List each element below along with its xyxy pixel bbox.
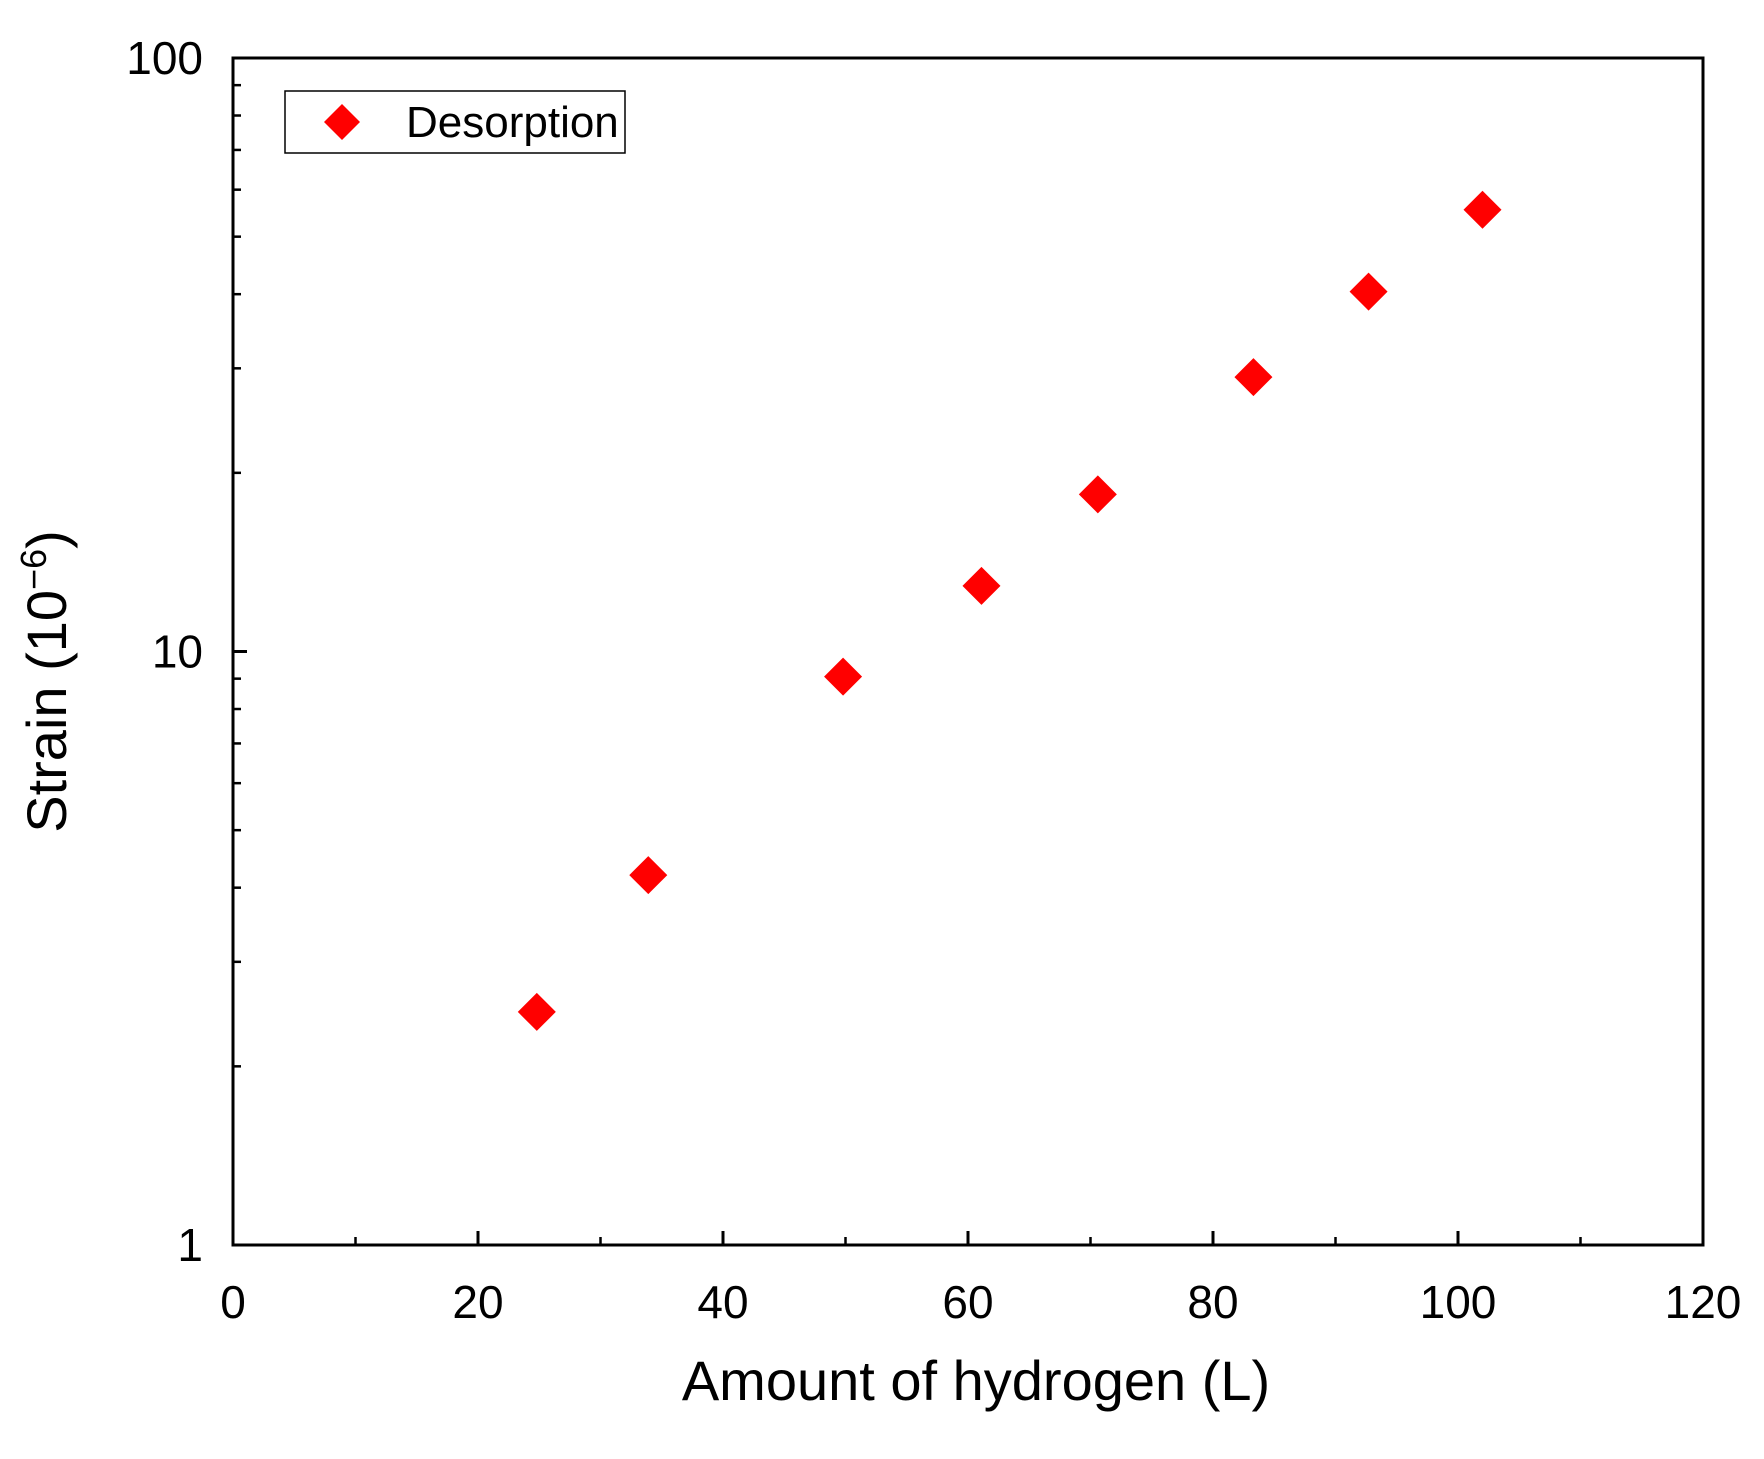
legend-label-desorption: Desorption <box>406 98 619 147</box>
x-tick-labels: 0 20 40 60 80 100 120 <box>220 1276 1741 1328</box>
data-point <box>1234 358 1273 397</box>
x-tick-label: 100 <box>1420 1276 1497 1328</box>
y-tick-label: 10 <box>152 626 203 678</box>
data-point <box>517 992 556 1031</box>
legend: Desorption <box>284 90 626 154</box>
x-tick-label: 60 <box>942 1276 993 1328</box>
x-axis-title: Amount of hydrogen (L) <box>682 1349 1270 1412</box>
data-point <box>1349 272 1388 311</box>
y-axis-title-base: Strain (10 <box>15 590 78 833</box>
data-point <box>824 657 863 696</box>
x-tick-label: 20 <box>452 1276 503 1328</box>
data-point <box>1078 475 1117 514</box>
major-ticks <box>231 56 1705 1247</box>
x-tick-label: 80 <box>1187 1276 1238 1328</box>
minor-ticks <box>233 83 1582 1245</box>
x-tick-label: 120 <box>1665 1276 1742 1328</box>
y-tick-labels: 1 10 100 <box>126 32 203 1271</box>
y-axis-title-exponent: −6 <box>13 549 54 590</box>
data-point <box>962 566 1001 605</box>
plot-frame <box>231 56 1705 1247</box>
y-axis-title: Strain (10−6) <box>13 530 78 833</box>
legend-marker-diamond <box>324 104 360 140</box>
y-tick-label: 100 <box>126 32 203 84</box>
y-axis-title-close: ) <box>15 530 78 549</box>
x-tick-label: 40 <box>697 1276 748 1328</box>
data-point <box>1463 190 1502 229</box>
data-points <box>517 190 1502 1031</box>
x-tick-label: 0 <box>220 1276 246 1328</box>
y-tick-label: 1 <box>177 1219 203 1271</box>
data-point <box>629 856 668 895</box>
